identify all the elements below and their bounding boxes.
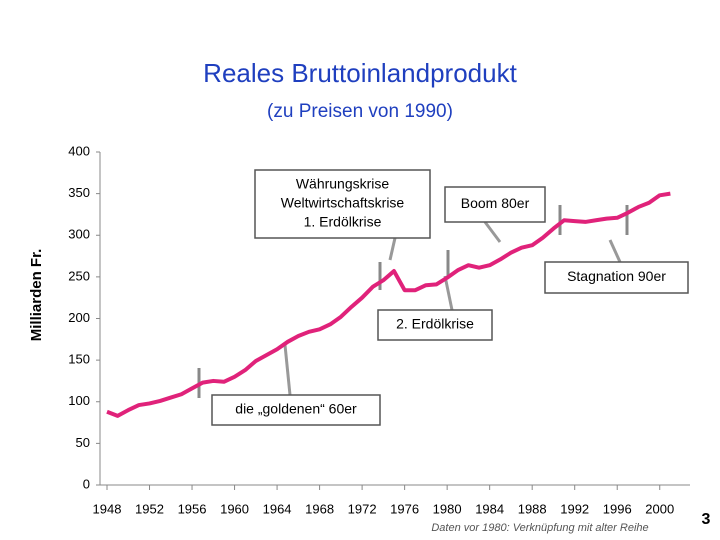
x-tick-label: 2000 (645, 501, 674, 516)
y-tick-label: 250 (68, 268, 90, 283)
y-tick-label: 350 (68, 185, 90, 200)
annotation-text: Stagnation 90er (567, 268, 666, 284)
annotation-box (544, 261, 689, 294)
x-tick-label: 1980 (433, 501, 462, 516)
annotation-box (211, 394, 381, 426)
x-tick-label: 1968 (305, 501, 334, 516)
x-tick-label: 1952 (135, 501, 164, 516)
y-tick-label: 150 (68, 352, 90, 367)
y-tick-label: 200 (68, 310, 90, 325)
annotation-box (377, 309, 493, 341)
annotation-text: 2. Erdölkrise (396, 316, 474, 332)
x-tick-label: 1996 (603, 501, 632, 516)
annotation-text: 1. Erdölkrise (304, 214, 382, 230)
x-tick-label: 1984 (475, 501, 504, 516)
footnote: Daten vor 1980: Verknüpfung mit alter Re… (431, 522, 648, 534)
data-line (106, 191, 671, 418)
annotation-box (254, 169, 431, 239)
x-tick-label: 1956 (178, 501, 207, 516)
x-tick-label: 1988 (518, 501, 547, 516)
arrows (283, 221, 622, 396)
x-tick-label: 1976 (390, 501, 419, 516)
annotation-text: Weltwirtschaftskrise (281, 195, 405, 211)
x-tick-label: 1964 (263, 501, 292, 516)
chart-subtitle: (zu Preisen von 1990) (267, 101, 453, 122)
x-tick-label: 1960 (220, 501, 249, 516)
x-tick-label: 1992 (560, 501, 589, 516)
x-tick-label: 1948 (93, 501, 122, 516)
annotation-text: Währungskrise (296, 176, 390, 192)
y-tick-label: 0 (83, 476, 90, 491)
annotation-text: Boom 80er (461, 195, 530, 211)
x-tick-label: 1972 (348, 501, 377, 516)
y-tick-label: 50 (76, 435, 90, 450)
annotation-text: die „goldenen“ 60er (235, 401, 357, 417)
chart-title: Reales Bruttoinlandprodukt (203, 58, 517, 88)
page-number: 3 (702, 511, 711, 528)
annotation-box (444, 186, 546, 223)
y-tick-label: 300 (68, 227, 90, 242)
y-axis-label: Milliarden Fr. (28, 249, 45, 342)
y-tick-label: 100 (68, 393, 90, 408)
y-tick-label: 400 (68, 143, 90, 158)
